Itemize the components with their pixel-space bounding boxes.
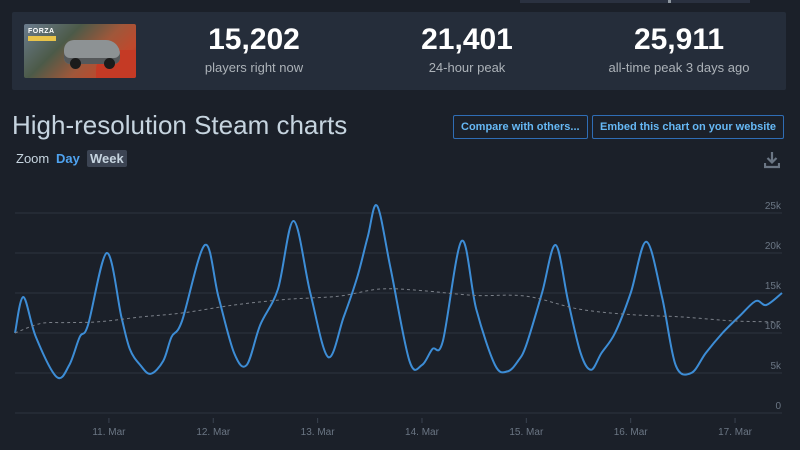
embed-button[interactable]: Embed this chart on your website bbox=[592, 115, 785, 139]
x-tick-label: 11. Mar bbox=[92, 427, 126, 438]
x-tick-label: 14. Mar bbox=[405, 427, 440, 438]
y-tick-label: 15k bbox=[765, 281, 782, 292]
zoom-week-button[interactable]: Week bbox=[87, 150, 127, 167]
top-marker bbox=[668, 0, 671, 3]
y-tick-label: 10k bbox=[765, 321, 782, 332]
game-logo: FORZA bbox=[28, 28, 60, 46]
x-tick-label: 12. Mar bbox=[196, 427, 231, 438]
average-series-line bbox=[14, 288, 783, 334]
stat-value: 21,401 bbox=[421, 23, 513, 56]
stat-label: all-time peak 3 days ago bbox=[608, 60, 750, 75]
x-axis-ticks: 11. Mar 12. Mar 13. Mar 14. Mar 15. Mar 16. M… bbox=[92, 418, 753, 438]
x-tick-label: 17. Mar bbox=[718, 427, 753, 438]
page-title: High-resolution Steam charts bbox=[12, 110, 348, 140]
stat-all-time-peak: 25,911 all-time peak 3 days ago bbox=[579, 23, 779, 76]
top-divider bbox=[520, 0, 750, 3]
zoom-label: Zoom bbox=[16, 151, 50, 166]
stat-label: 24-hour peak bbox=[428, 60, 506, 75]
chart-lines bbox=[14, 204, 783, 380]
stat-value: 25,911 bbox=[633, 23, 725, 56]
y-tick-label: 20k bbox=[765, 241, 782, 252]
y-axis-ticks: 0 5k 10k 15k 20k 25k bbox=[765, 201, 782, 412]
stat-current: 15,202 players right now bbox=[154, 23, 354, 76]
y-tick-label: 0 bbox=[775, 401, 781, 412]
thumbnail-wheel bbox=[70, 58, 81, 69]
x-tick-label: 13. Mar bbox=[301, 427, 336, 438]
thumbnail-wheel bbox=[104, 58, 115, 69]
stats-panel: FORZA 15,202 players right now 21,401 24… bbox=[12, 12, 786, 90]
zoom-day-button[interactable]: Day bbox=[56, 151, 80, 166]
game-logo-text: FORZA bbox=[28, 28, 55, 35]
download-icon[interactable] bbox=[764, 151, 780, 169]
stat-24h-peak: 21,401 24-hour peak bbox=[367, 23, 567, 76]
game-thumbnail[interactable]: FORZA bbox=[24, 24, 136, 78]
compare-button[interactable]: Compare with others... bbox=[453, 115, 588, 139]
player-count-chart: 0 5k 10k 15k 20k 25k 11. Mar 12. Mar 13. Mar 14.… bbox=[14, 201, 783, 438]
x-tick-label: 16. Mar bbox=[614, 427, 649, 438]
stat-value: 15,202 bbox=[208, 23, 300, 56]
x-tick-label: 15. Mar bbox=[509, 427, 544, 438]
chart-grid bbox=[15, 212, 782, 414]
y-tick-label: 5k bbox=[770, 361, 782, 372]
y-tick-label: 25k bbox=[765, 201, 782, 212]
players-series-line bbox=[14, 204, 783, 380]
stat-label: players right now bbox=[204, 60, 304, 75]
game-logo-bar bbox=[28, 36, 56, 41]
